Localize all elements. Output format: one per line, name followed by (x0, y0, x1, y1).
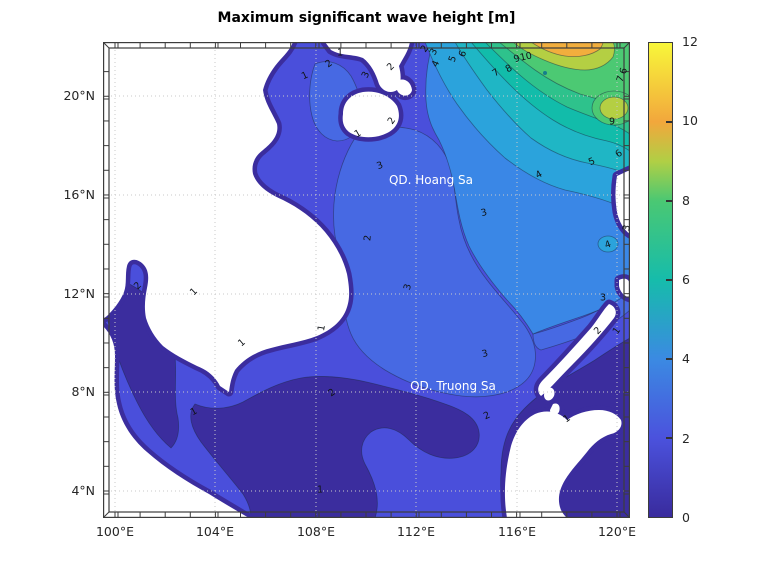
x-axis-tick-label: 104°E (195, 524, 234, 539)
contour-label: 1 (236, 337, 248, 349)
contour-label: 1 (317, 485, 323, 496)
y-axis-tick-label: 12°N (63, 286, 95, 301)
colorbar (648, 42, 673, 518)
contour-label: 3 (428, 47, 441, 58)
colorbar-tick (666, 358, 672, 360)
contour-label: 3 (600, 293, 606, 304)
contour-label: 6 (613, 148, 624, 160)
contour-label: 9 (512, 53, 521, 65)
contour-label: 1 (561, 413, 572, 425)
contour-label: 3 (375, 160, 384, 172)
sea-band-4-5-luzon-patch (597, 235, 619, 253)
x-axis-tick-label: 100°E (95, 524, 134, 539)
colorbar-tick (666, 200, 672, 202)
contour-label: 2 (482, 410, 492, 423)
contour-label: 8 (504, 63, 515, 76)
contour-label: 1 (611, 325, 623, 336)
contour-label: 4 (603, 239, 612, 251)
colorbar-tick-label: 12 (682, 34, 698, 49)
sea-band-9-10-east-patch (599, 96, 629, 120)
contour-label: 7 (615, 74, 627, 83)
contour-label: 2 (323, 58, 334, 70)
contour-label: 2 (386, 115, 398, 126)
contour-label: 4 (430, 59, 443, 69)
contour-label: 2 (326, 387, 337, 399)
colorbar-tick-label: 6 (682, 272, 690, 287)
contour-label: 1 (300, 70, 310, 83)
x-axis-tick-label: 108°E (296, 524, 335, 539)
colorbar-tick (666, 437, 672, 439)
colorbar-tick-label: 4 (682, 351, 690, 367)
graticule-grid (103, 42, 630, 518)
contour-label: 3 (480, 207, 489, 219)
contour-label: 9 (609, 117, 615, 128)
colorbar-tick-label: 10 (682, 113, 698, 129)
contour-label: 6 (618, 66, 630, 75)
sea-band-0-1-south (190, 376, 480, 518)
chart-title: Maximum significant wave height [m] (217, 10, 516, 26)
annotation-qd-truong-sa: QD. Truong Sa (410, 379, 496, 393)
map-frame (103, 42, 630, 518)
contour-label: 1 (316, 324, 328, 332)
annotation-qd-hoang-sa: QD. Hoang Sa (389, 173, 473, 187)
x-axis-tick-label: 112°E (396, 524, 435, 539)
contour-label: 3 (360, 70, 373, 80)
contour-label: 2 (419, 43, 431, 54)
contour-label: 2 (362, 235, 373, 242)
contour-label: 7 (490, 67, 501, 79)
y-axis-tick-label: 20°N (63, 88, 95, 103)
colorbar-tick-label: 8 (682, 192, 690, 208)
y-axis-tick-label: 16°N (63, 187, 95, 202)
colorbar-tick (666, 121, 672, 123)
contour-label: 1 (353, 128, 364, 141)
colorbar-tick-label: 2 (682, 430, 690, 446)
contour-label: 3 (621, 224, 630, 232)
x-axis-tick-label: 116°E (497, 524, 536, 539)
sea-band-10-11-maximum (530, 42, 604, 57)
y-axis-tick-label: 8°N (71, 384, 95, 399)
contour-label: 1 (337, 48, 343, 59)
contour-label: 6 (457, 49, 470, 59)
contour-label: 4 (534, 169, 545, 182)
spot-marker (543, 71, 547, 75)
contour-label: 1 (189, 406, 200, 419)
x-axis-tick-label: 120°E (597, 524, 636, 539)
colorbar-tick-label: 0 (682, 510, 690, 525)
contour-label: 10 (519, 50, 533, 63)
contour-label: 3 (402, 283, 414, 292)
contour-label: 5 (447, 54, 459, 63)
y-axis-tick-label: 4°N (71, 483, 95, 498)
contour-label: 5 (587, 156, 597, 169)
map-annotations: QD. Hoang Sa QD. Truong Sa (389, 173, 496, 393)
contour-label: 3 (481, 348, 490, 360)
colorbar-tick (666, 279, 672, 281)
